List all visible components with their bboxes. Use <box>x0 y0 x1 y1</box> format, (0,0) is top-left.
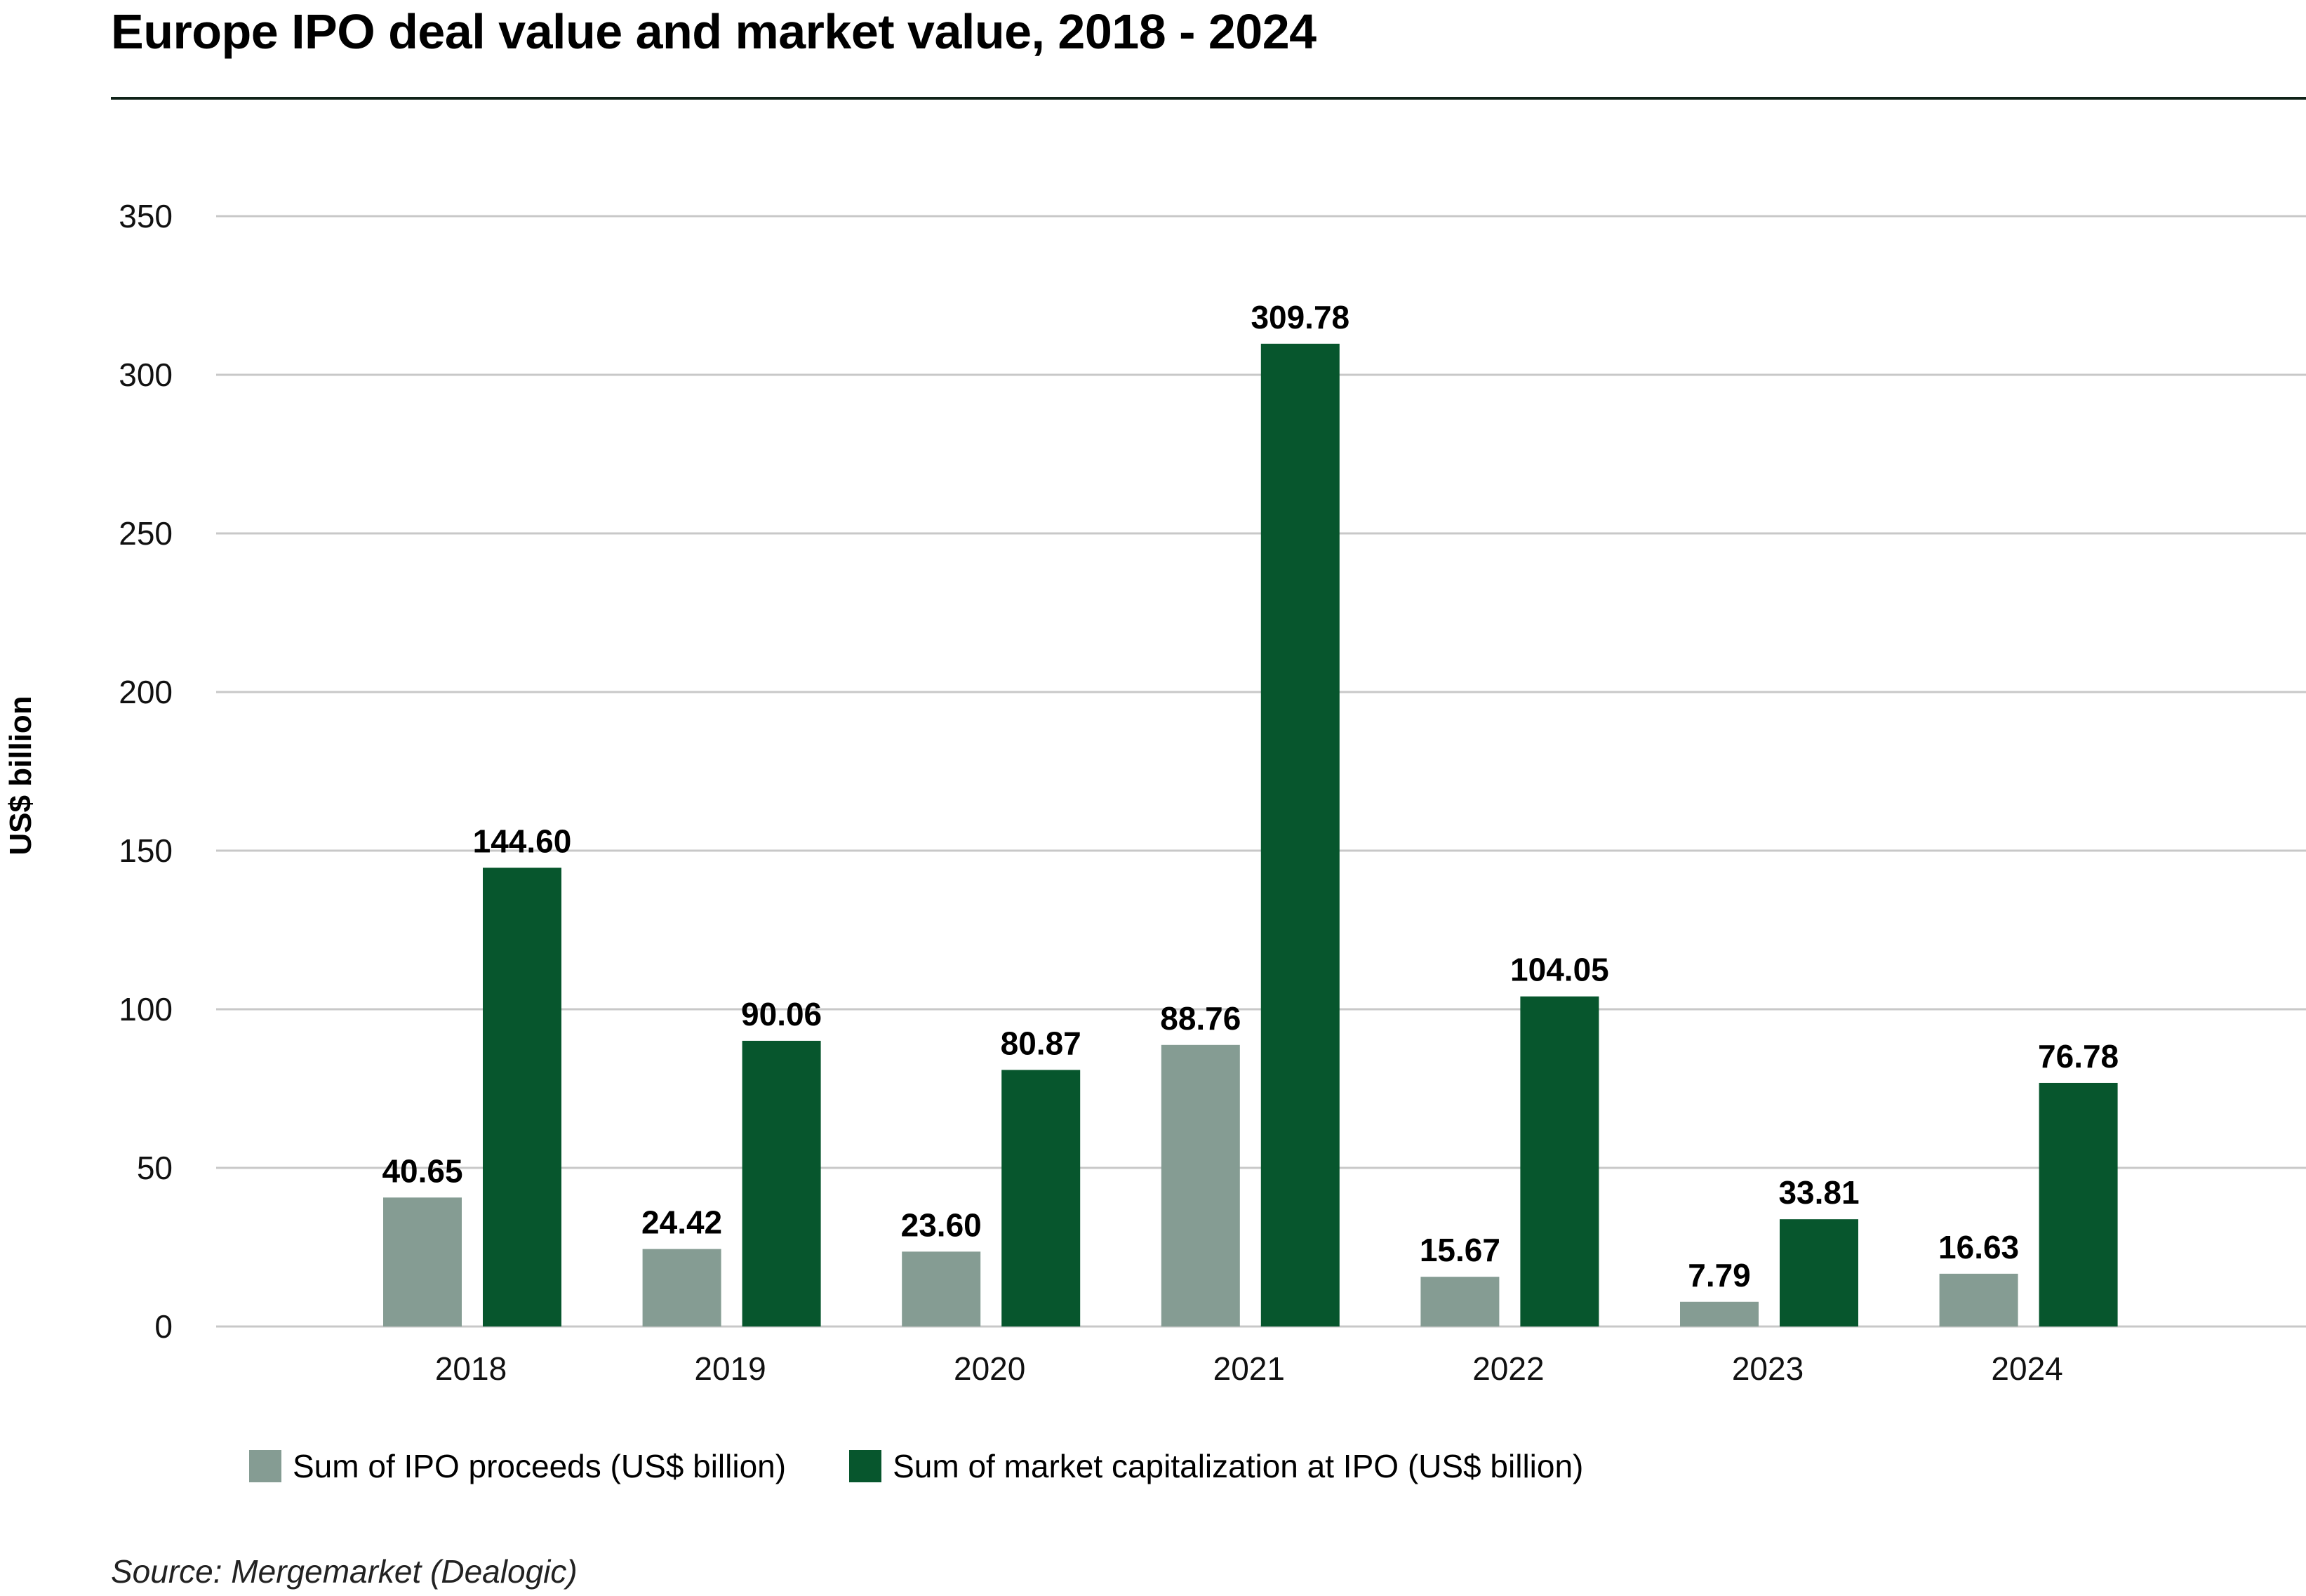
y-tick-label: 150 <box>119 832 173 869</box>
bar-market-cap[interactable] <box>1520 996 1599 1326</box>
bar-ipo-proceeds[interactable] <box>1680 1301 1759 1326</box>
data-label: 40.65 <box>382 1152 462 1189</box>
bar-market-cap[interactable] <box>742 1040 821 1326</box>
bar-ipo-proceeds[interactable] <box>642 1249 721 1326</box>
legend-swatch-proceeds <box>249 1450 281 1482</box>
data-label: 15.67 <box>1420 1232 1500 1268</box>
bar-chart: 0 50 100 150 200 250 300 350 40.65 144.60 24.42 90… <box>4 198 2306 1387</box>
bar-market-cap[interactable] <box>2039 1082 2118 1326</box>
x-tick-label: 2024 <box>1991 1350 2062 1387</box>
data-label: 7.79 <box>1688 1257 1751 1294</box>
data-label: 23.60 <box>901 1206 982 1243</box>
source-note: Source: Mergemarket (Dealogic) <box>111 1553 578 1590</box>
x-tick-label: 2022 <box>1472 1350 1544 1387</box>
y-axis-ticks: 0 50 100 150 200 250 300 350 <box>119 198 173 1345</box>
x-tick-label: 2019 <box>694 1350 766 1387</box>
y-tick-label: 0 <box>154 1308 173 1345</box>
data-label: 24.42 <box>641 1204 722 1241</box>
y-tick-label: 250 <box>119 515 173 552</box>
data-label: 76.78 <box>2038 1038 2119 1075</box>
x-tick-label: 2023 <box>1732 1350 1804 1387</box>
legend-item-proceeds[interactable]: Sum of IPO proceeds (US$ billion) <box>249 1447 786 1485</box>
legend-item-market-cap[interactable]: Sum of market capitalization at IPO (US$… <box>849 1447 1583 1485</box>
bar-market-cap[interactable] <box>483 867 561 1326</box>
bar-ipo-proceeds[interactable] <box>1939 1273 2018 1326</box>
legend-label-market-cap: Sum of market capitalization at IPO (US$… <box>893 1448 1584 1484</box>
y-tick-label: 350 <box>119 198 173 234</box>
data-label: 104.05 <box>1510 952 1609 988</box>
bar-ipo-proceeds[interactable] <box>1420 1277 1500 1326</box>
x-tick-label: 2018 <box>435 1350 507 1387</box>
bar-ipo-proceeds[interactable] <box>1161 1044 1240 1326</box>
data-label: 80.87 <box>1001 1025 1081 1061</box>
chart-title: Europe IPO deal value and market value, … <box>111 4 1317 59</box>
data-label: 309.78 <box>1251 299 1349 335</box>
bar-market-cap[interactable] <box>1001 1070 1081 1326</box>
x-axis-ticks: 2018 2019 2020 2021 2022 2023 2024 <box>435 1350 2063 1387</box>
data-label: 90.06 <box>741 996 822 1032</box>
y-tick-label: 300 <box>119 357 173 393</box>
legend-label-proceeds: Sum of IPO proceeds (US$ billion) <box>293 1448 787 1484</box>
bar-market-cap[interactable] <box>1780 1219 1858 1326</box>
data-label: 88.76 <box>1160 1000 1241 1037</box>
data-label: 16.63 <box>1938 1229 2019 1265</box>
bar-market-cap[interactable] <box>1260 343 1340 1326</box>
x-tick-label: 2021 <box>1213 1350 1285 1387</box>
bar-ipo-proceeds[interactable] <box>902 1251 981 1326</box>
data-label: 144.60 <box>473 823 572 859</box>
bars <box>383 343 2118 1326</box>
data-label: 33.81 <box>1778 1174 1859 1211</box>
y-tick-label: 200 <box>119 674 173 710</box>
legend-swatch-market-cap <box>849 1450 882 1482</box>
title-divider <box>111 97 2306 100</box>
y-tick-label: 50 <box>137 1150 173 1186</box>
bar-ipo-proceeds[interactable] <box>383 1197 462 1326</box>
x-tick-label: 2020 <box>954 1350 1025 1387</box>
data-labels: 40.65 144.60 24.42 90.06 23.60 80.87 88.76 309.… <box>382 299 2119 1294</box>
y-tick-label: 100 <box>119 991 173 1028</box>
y-axis-label: US$ billion <box>4 696 38 855</box>
legend: Sum of IPO proceeds (US$ billion) Sum of… <box>249 1447 1646 1485</box>
